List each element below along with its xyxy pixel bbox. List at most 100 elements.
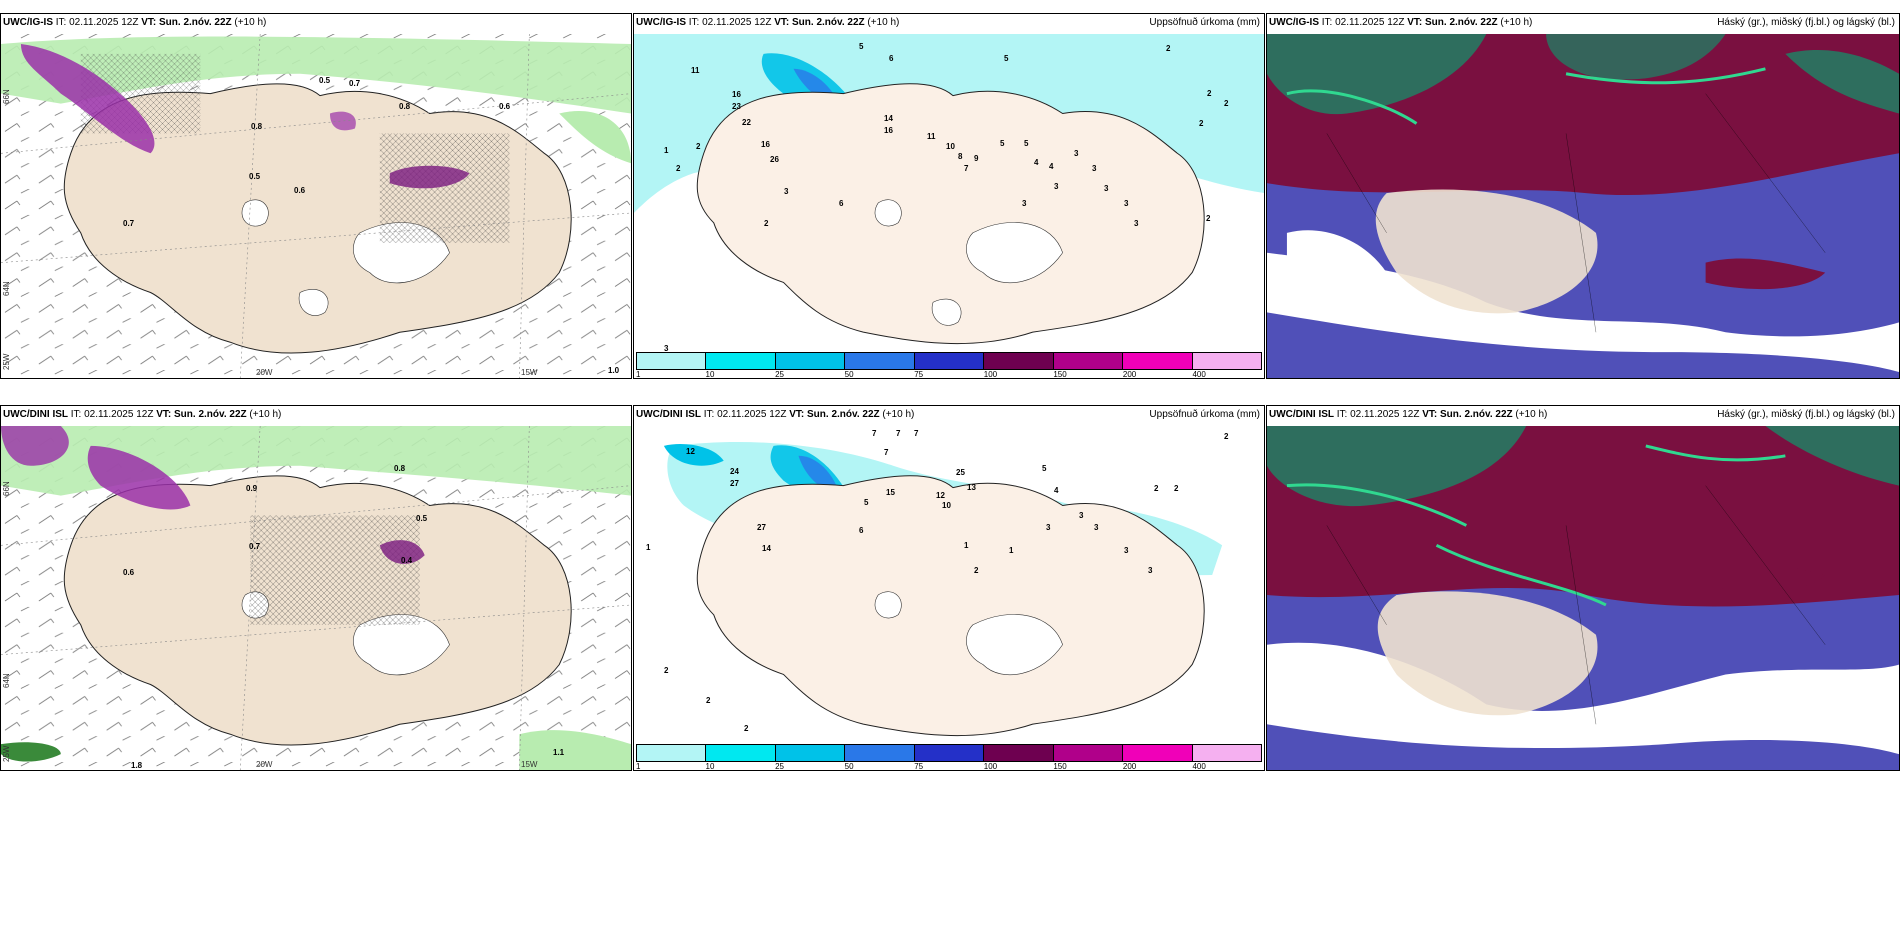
precip-value: 7 [914, 429, 919, 438]
precip-value: 5 [864, 498, 869, 507]
wind-panel-bottom: UWC/DINI ISL IT: 02.11.2025 12Z VT: Sun.… [0, 405, 632, 771]
wind-value: 1.1 [553, 748, 565, 757]
precip-value: 16 [732, 90, 741, 99]
precip-value: 3 [664, 344, 669, 353]
wind-value: 1.8 [131, 761, 143, 770]
precip-value: 2 [1166, 44, 1171, 53]
precip-value: 1 [964, 541, 969, 550]
precip-value: 3 [1054, 182, 1059, 191]
precip-value: 3 [1046, 523, 1051, 532]
precip-map[interactable] [634, 426, 1264, 740]
precip-value: 1 [646, 543, 651, 552]
precip-value: 3 [784, 187, 789, 196]
lon-label-20w: 20W [256, 368, 273, 377]
wind-value: 0.8 [251, 122, 263, 131]
colorbar-tick-label: 200 [1122, 762, 1137, 771]
lon-label-15w: 15W [521, 368, 538, 377]
precip-value: 13 [967, 483, 976, 492]
precip-value: 2 [664, 666, 669, 675]
precip-value: 26 [770, 155, 779, 164]
precip-value: 15 [886, 488, 895, 497]
wind-value: 0.6 [123, 568, 135, 577]
colorbar-swatch [1053, 353, 1124, 369]
precip-value: 27 [757, 523, 766, 532]
panel-title: UWC/DINI ISL IT: 02.11.2025 12Z VT: Sun.… [636, 409, 915, 420]
cloud-map[interactable] [1267, 34, 1899, 378]
precip-title: Uppsöfnuð úrkoma (mm) [1149, 409, 1260, 420]
colorbar-ticks: 1 10 25 50 75 100 150 200 400 [636, 762, 1262, 771]
precip-title: Uppsöfnuð úrkoma (mm) [1149, 17, 1260, 28]
colorbar-tick-label: 25 [775, 370, 785, 379]
precip-value: 9 [974, 154, 979, 163]
precip-value: 16 [884, 126, 893, 135]
colorbar-tick-label: 25 [775, 762, 785, 771]
colorbar-tick-label: 50 [844, 370, 854, 379]
precip-value: 6 [889, 54, 894, 63]
colorbar-swatch [845, 745, 915, 761]
colorbar-swatch [1192, 745, 1261, 761]
lat-label-64n: 64N [2, 673, 11, 688]
colorbar-swatch [775, 745, 846, 761]
precip-map[interactable] [634, 34, 1264, 348]
panel-title: UWC/IG-IS IT: 02.11.2025 12Z VT: Sun. 2.… [3, 17, 267, 28]
precip-value: 7 [872, 429, 877, 438]
colorbar-tick-label: 400 [1192, 762, 1206, 771]
wind-value: 0.7 [249, 542, 261, 551]
precip-value: 3 [1148, 566, 1153, 575]
precip-value: 6 [859, 526, 864, 535]
precip-value: 3 [1074, 149, 1079, 158]
colorbar-tick-label: 150 [1053, 370, 1067, 379]
colorbar-ticks: 1 10 25 50 75 100 150 200 400 [636, 370, 1262, 379]
colorbar-tick-label: 50 [844, 762, 854, 771]
lon-label-20w: 20W [256, 760, 273, 769]
colorbar-tick-label: 10 [705, 370, 715, 379]
colorbar-swatch [1192, 353, 1261, 369]
panel-title: UWC/DINI ISL IT: 02.11.2025 12Z VT: Sun.… [3, 409, 282, 420]
precip-value: 25 [956, 468, 965, 477]
cloud-panel-top: UWC/IG-IS IT: 02.11.2025 12Z VT: Sun. 2.… [1266, 13, 1900, 379]
precip-value: 10 [942, 501, 951, 510]
precip-value: 14 [762, 544, 771, 553]
cloud-map[interactable] [1267, 426, 1899, 770]
colorbar-swatches [636, 352, 1262, 370]
panel-title: UWC/IG-IS IT: 02.11.2025 12Z VT: Sun. 2.… [1269, 17, 1533, 28]
colorbar-swatch [775, 353, 846, 369]
lon-label-15w: 15W [521, 760, 538, 769]
precip-value: 2 [1207, 89, 1212, 98]
wind-value: 0.7 [123, 219, 135, 228]
wind-value: 0.7 [349, 79, 361, 88]
wind-value: 0.8 [399, 102, 411, 111]
precip-value: 3 [1134, 219, 1139, 228]
precip-value: 2 [1174, 484, 1179, 493]
colorbar-swatch [984, 745, 1054, 761]
colorbar-tick-label: 150 [1053, 762, 1067, 771]
colorbar-swatch [706, 353, 776, 369]
precip-value: 3 [1094, 523, 1099, 532]
wind-value: 0.6 [499, 102, 511, 111]
precip-value: 16 [761, 140, 770, 149]
precip-value: 22 [742, 118, 751, 127]
colorbar-swatch [1123, 745, 1193, 761]
cloud-panel-bottom: UWC/DINI ISL IT: 02.11.2025 12Z VT: Sun.… [1266, 405, 1900, 771]
precip-value: 2 [676, 164, 681, 173]
colorbar-tick-label: 400 [1192, 370, 1206, 379]
wind-map[interactable] [1, 426, 631, 770]
colorbar-tick-label: 100 [983, 762, 998, 771]
precip-value: 3 [1092, 164, 1097, 173]
wind-map[interactable] [1, 34, 631, 378]
colorbar-swatch [637, 745, 707, 761]
colorbar-tick-label: 1 [636, 370, 641, 379]
wind-value: 0.5 [249, 172, 261, 181]
precip-value: 14 [884, 114, 893, 123]
colorbar-swatch [1053, 745, 1124, 761]
colorbar-swatch [914, 745, 985, 761]
wind-value: 0.4 [401, 556, 413, 565]
precip-value: 1 [1009, 546, 1014, 555]
precip-value: 5 [1004, 54, 1009, 63]
cloud-title: Háský (gr.), miðský (fj.bl.) og lágský (… [1717, 409, 1895, 420]
precip-value: 1 [664, 146, 669, 155]
lon-label-25w: 25W [2, 745, 11, 762]
colorbar-swatch [637, 353, 707, 369]
precip-colorbar: 1 10 25 50 75 100 150 200 400 [636, 744, 1262, 771]
colorbar-tick-label: 100 [983, 370, 998, 379]
